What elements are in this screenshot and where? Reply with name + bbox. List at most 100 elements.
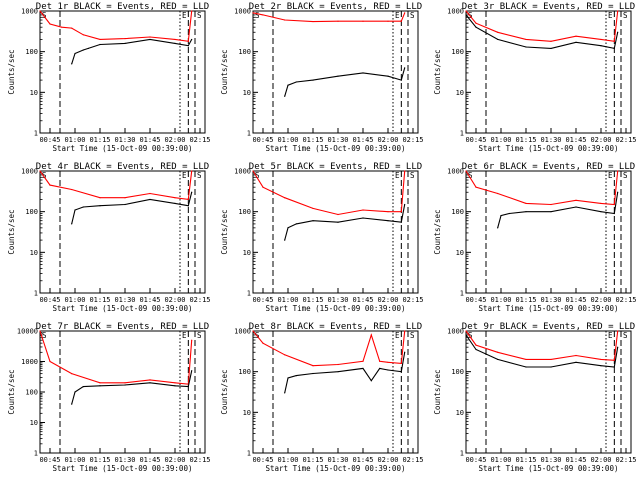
panel-title: Det 4r BLACK = Events, RED = LLD [36, 162, 209, 172]
data-point [295, 375, 297, 377]
data-point [337, 221, 339, 223]
end-marker: E [182, 331, 187, 340]
data-point [284, 197, 286, 199]
second-start-marker: S [197, 171, 202, 180]
data-point [465, 330, 467, 332]
x-tick-label: 00:45 [39, 136, 60, 144]
x-tick-label: 01:15 [302, 456, 323, 464]
x-tick-label: 01:45 [565, 456, 586, 464]
panel-svg: Det 1r BLACK = Events, RED = LLD 1 10 100 10… [7, 2, 211, 153]
data-point [262, 186, 264, 188]
data-point [49, 23, 51, 25]
y-axis-label: Counts/sec [7, 209, 16, 254]
y-tick-label: 1 [34, 450, 38, 458]
x-tick-label: 01:00 [277, 136, 298, 144]
data-point [465, 334, 467, 336]
data-point [187, 205, 189, 207]
data-point [49, 184, 51, 186]
x-tick-label: 00:45 [465, 456, 486, 464]
data-point [370, 380, 372, 382]
y-axis-label: Counts/sec [220, 369, 229, 414]
x-tick-label: 00:45 [39, 456, 60, 464]
plot-frame [39, 170, 206, 294]
y-tick-label: 10 [30, 89, 38, 97]
x-tick-label: 02:15 [615, 456, 636, 464]
panel-svg: Det 3r BLACK = Events, RED = LLD 1 10 100 10… [433, 2, 637, 153]
x-tick-label: 02:00 [377, 136, 398, 144]
x-tick-label: 00:45 [252, 136, 273, 144]
data-point [617, 191, 619, 193]
data-point [99, 205, 101, 207]
second-start-marker: S [623, 331, 628, 340]
data-point [387, 211, 389, 213]
data-point [124, 197, 126, 199]
end-marker: E [608, 331, 613, 340]
data-point [191, 10, 193, 12]
y-tick-label: 100 [451, 368, 464, 376]
x-tick-label: 02:15 [615, 136, 636, 144]
y-axis-label: Counts/sec [433, 209, 442, 254]
data-point [465, 14, 467, 16]
x-axis-label: Start Time (15-Oct-09 00:39:00) [479, 144, 619, 153]
data-point [71, 27, 73, 29]
data-point [475, 186, 477, 188]
data-point [613, 366, 615, 368]
data-point [99, 38, 101, 41]
y-tick-label: 1 [247, 290, 251, 298]
x-tick-label: 02:00 [377, 296, 398, 304]
data-point [465, 170, 467, 172]
x-tick-label: 01:15 [89, 136, 110, 144]
x-axis-label: Start Time (15-Oct-09 00:39:00) [266, 464, 406, 473]
end-marker: E [608, 171, 613, 180]
data-point [613, 212, 615, 215]
x-tick-label: 02:15 [615, 296, 636, 304]
x-tick-label: 01:45 [139, 136, 160, 144]
data-point [82, 34, 84, 36]
data-point [550, 203, 552, 206]
y-tick-label: 1 [247, 130, 251, 138]
data-point [613, 40, 615, 42]
data-point [387, 369, 389, 371]
lld-series-line [252, 170, 406, 216]
data-point [617, 170, 619, 172]
data-point [497, 227, 499, 229]
data-point [600, 38, 602, 41]
data-point [497, 38, 499, 41]
second-start-marker: S [410, 11, 415, 20]
data-point [71, 373, 73, 375]
data-point [124, 37, 126, 40]
data-point [295, 223, 297, 225]
data-point [187, 198, 189, 201]
data-point [149, 382, 151, 384]
data-point [312, 365, 314, 367]
x-tick-label: 01:30 [114, 456, 135, 464]
data-point [39, 330, 41, 332]
x-tick-label: 02:00 [590, 456, 611, 464]
panel-svg: Det 6r BLACK = Events, RED = LLD 1 10 100 10… [433, 162, 637, 313]
data-point [124, 382, 126, 384]
events-series-line [497, 192, 619, 228]
detector-panel: Det 1r BLACK = Events, RED = LLD 1 10 100 10… [0, 0, 213, 160]
events-series-line [284, 67, 406, 97]
data-point [82, 386, 84, 388]
data-point [362, 209, 364, 211]
x-tick-label: 01:00 [277, 456, 298, 464]
x-axis-label: Start Time (15-Oct-09 00:39:00) [266, 304, 406, 313]
data-point [617, 330, 619, 332]
data-point [312, 220, 314, 222]
data-point [149, 379, 151, 381]
lld-series-line [252, 330, 406, 367]
y-tick-label: 100 [451, 208, 464, 216]
data-point [337, 371, 339, 373]
data-point [191, 191, 193, 193]
x-axis-label: Start Time (15-Oct-09 00:39:00) [53, 464, 193, 473]
end-marker: E [395, 171, 400, 180]
y-tick-label: 100 [25, 208, 38, 216]
data-point [575, 199, 577, 201]
data-point [379, 367, 381, 370]
second-start-marker: S [410, 331, 415, 340]
data-point [400, 211, 402, 213]
data-point [613, 359, 615, 361]
data-point [617, 10, 619, 12]
plot-frame [465, 330, 632, 454]
